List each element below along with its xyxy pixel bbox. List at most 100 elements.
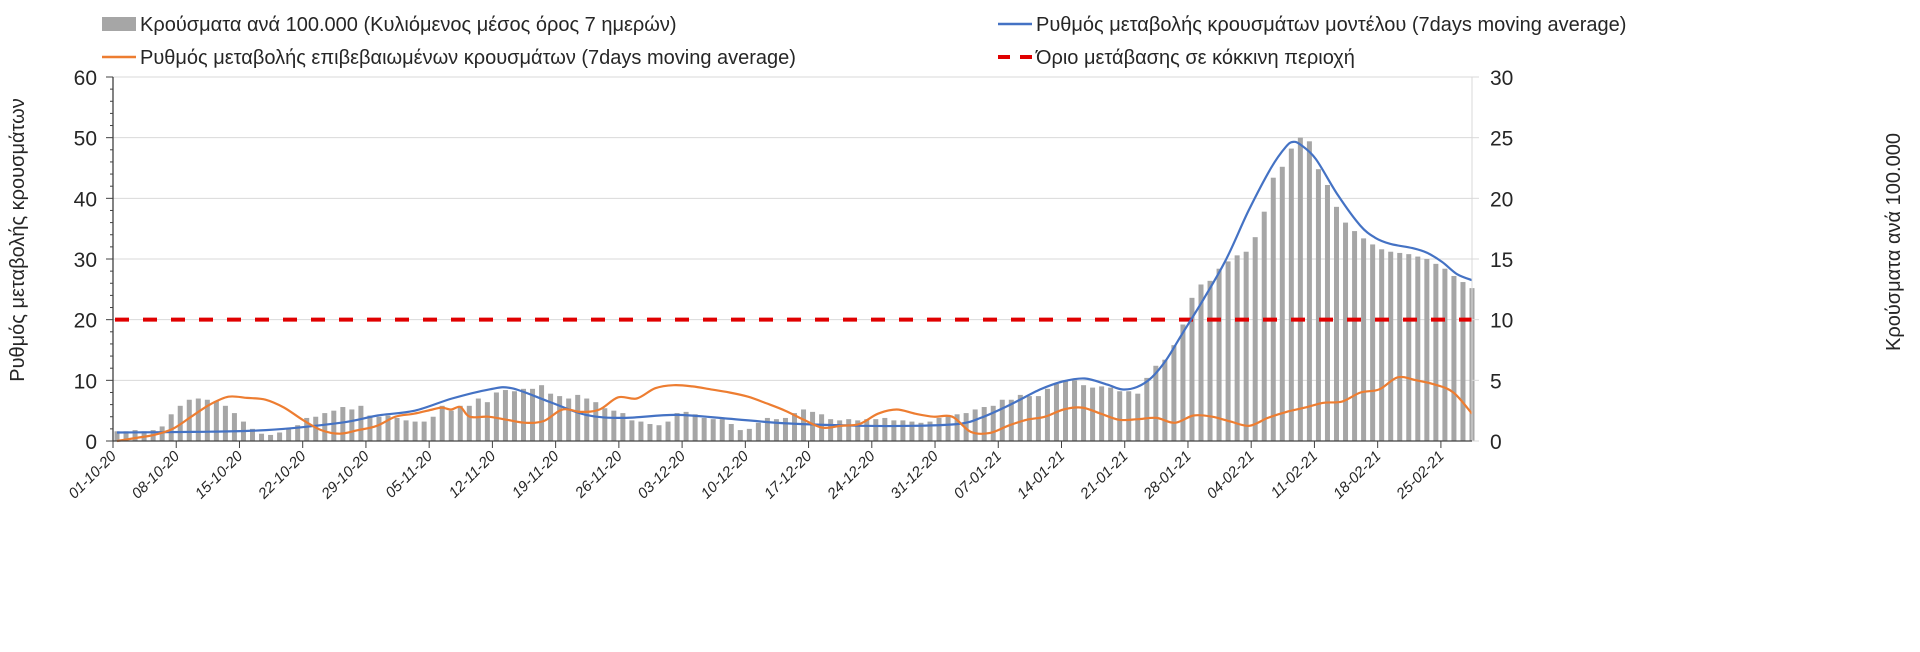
bar xyxy=(421,421,427,441)
bar xyxy=(1415,256,1421,441)
bar xyxy=(250,428,255,441)
x-tick-label: 15-10-20 xyxy=(192,447,247,502)
bar xyxy=(1207,280,1213,441)
bar xyxy=(511,391,517,441)
x-tick-label: 08-10-20 xyxy=(129,447,184,502)
y2-tick-label: 20 xyxy=(1490,188,1513,211)
bar xyxy=(1306,141,1312,441)
bar-series xyxy=(114,137,1475,442)
bar xyxy=(602,408,608,441)
bar xyxy=(1090,387,1096,441)
bar xyxy=(268,434,274,441)
bar xyxy=(782,417,788,441)
bar xyxy=(457,405,463,441)
bar xyxy=(1234,255,1240,441)
bar xyxy=(792,413,797,441)
bar xyxy=(123,431,129,441)
x-tick-label: 10-12-20 xyxy=(698,447,753,502)
bar xyxy=(1017,394,1023,441)
bar xyxy=(213,400,219,441)
bar xyxy=(1352,231,1358,441)
bar xyxy=(286,428,292,441)
bar xyxy=(773,419,779,441)
x-tick-label: 25-02-21 xyxy=(1393,448,1448,503)
bar xyxy=(114,431,120,441)
bar xyxy=(746,428,752,441)
bar xyxy=(1153,365,1159,441)
bar xyxy=(168,414,174,441)
bar xyxy=(855,420,861,441)
x-tick-label: 07-01-21 xyxy=(951,448,1005,502)
bar xyxy=(502,390,508,441)
bar xyxy=(1180,324,1186,441)
bar xyxy=(475,398,481,441)
bar xyxy=(521,388,526,441)
bar xyxy=(846,419,852,441)
bar xyxy=(1108,387,1114,441)
bar xyxy=(412,421,418,441)
bar xyxy=(584,398,590,441)
legend: Κρούσματα ανά 100.000 (Κυλιόμενος μέσος … xyxy=(102,14,1626,69)
legend-label-threshold: Όριο μετάβασης σε κόκκινη περιοχή xyxy=(1035,47,1355,69)
bar xyxy=(259,433,265,441)
bar xyxy=(1370,244,1376,441)
bar xyxy=(1243,251,1249,441)
bar xyxy=(1397,252,1403,441)
line-series xyxy=(116,140,1473,443)
bar xyxy=(186,399,192,441)
bar xyxy=(1072,380,1078,441)
bar xyxy=(810,411,816,441)
bar xyxy=(340,407,346,441)
bar xyxy=(493,392,499,441)
bar xyxy=(1388,251,1394,441)
y-axis-title: Ρυθμός μεταβολής κρουσμάτων xyxy=(7,98,29,382)
bar xyxy=(1442,268,1448,441)
bar xyxy=(638,421,644,441)
bar xyxy=(1297,137,1303,441)
x-tick-label: 12-11-20 xyxy=(446,447,500,501)
bar xyxy=(439,405,445,441)
bar xyxy=(304,417,310,441)
bar xyxy=(222,405,228,441)
bar xyxy=(728,424,734,441)
legend-label-bars: Κρούσματα ανά 100.000 (Κυλιόμενος μέσος … xyxy=(140,14,677,36)
bar xyxy=(891,420,897,441)
bar xyxy=(132,430,138,441)
bar xyxy=(990,405,996,441)
bar xyxy=(385,415,391,441)
bar xyxy=(430,416,436,441)
bar xyxy=(466,405,472,441)
x-tick-label: 22-10-20 xyxy=(254,447,310,503)
x-tick-label: 31-12-20 xyxy=(887,447,942,502)
x-tick-label: 29-10-20 xyxy=(318,447,374,503)
bar xyxy=(448,410,454,441)
y-tick-label: 0 xyxy=(85,431,97,454)
bar xyxy=(873,419,879,441)
y2-tick-label: 0 xyxy=(1490,431,1502,454)
bar xyxy=(1126,391,1132,441)
bar xyxy=(1279,166,1285,441)
bar xyxy=(864,419,870,441)
bar xyxy=(945,415,951,441)
bar xyxy=(1216,268,1222,441)
bar xyxy=(277,432,283,441)
x-tick-label: 03-12-20 xyxy=(634,447,689,502)
bar xyxy=(647,424,653,441)
bar xyxy=(737,430,743,441)
legend-label-confirmed: Ρυθμός μεταβολής επιβεβαιωμένων κρουσμάτ… xyxy=(140,47,796,69)
bar xyxy=(674,413,680,441)
bar xyxy=(331,410,337,441)
bar xyxy=(918,422,924,441)
bar xyxy=(1008,399,1014,441)
y-tick-label: 30 xyxy=(74,249,97,272)
y2-axis-title: Κρούσματα ανά 100.000 xyxy=(1883,133,1905,351)
bar xyxy=(972,409,978,441)
bar xyxy=(1081,385,1087,441)
y-tick-label: 40 xyxy=(74,188,97,211)
x-tick-label: 21-01-21 xyxy=(1076,448,1131,503)
bar xyxy=(1198,284,1204,441)
bar xyxy=(611,410,617,441)
bar xyxy=(710,419,716,441)
